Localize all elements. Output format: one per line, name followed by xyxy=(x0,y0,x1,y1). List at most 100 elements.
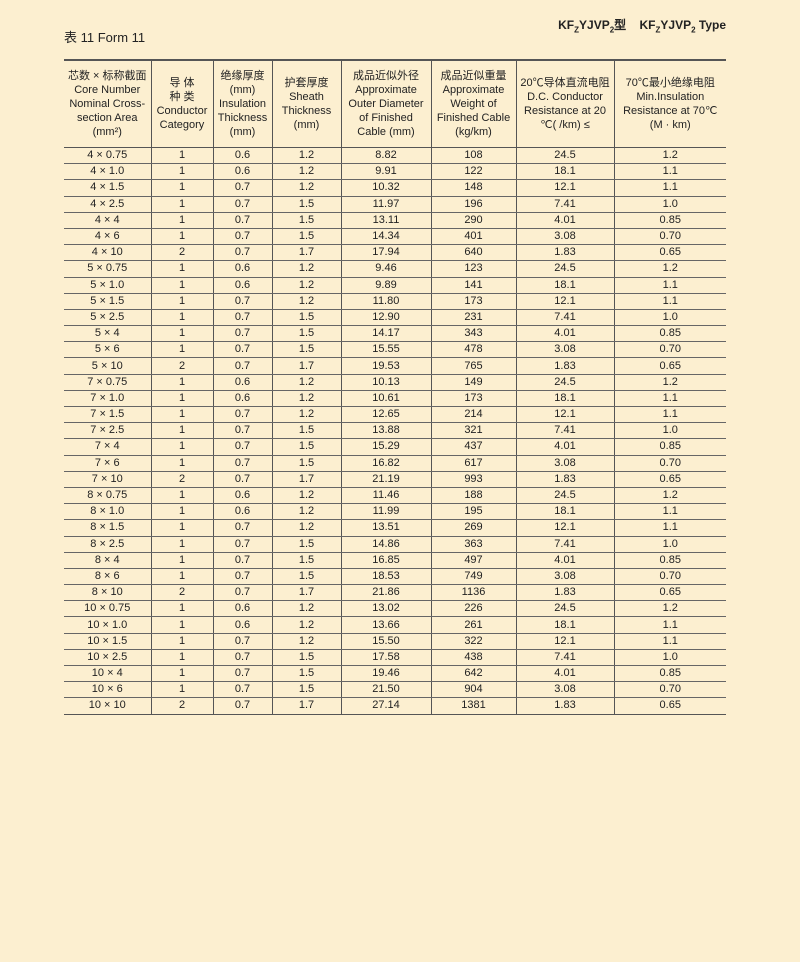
cell-sheath-thickness: 1.2 xyxy=(271,179,341,197)
cell-insulation-thickness: 0.7 xyxy=(212,293,272,310)
cell-conductor-category: 1 xyxy=(150,277,213,294)
cell-insulation-thickness: 0.7 xyxy=(212,649,272,667)
cell-insulation-resistance: 1.1 xyxy=(613,633,726,650)
table-row: 4 × 4 1 0.7 1.5 13.11 290 4.01 0.85 xyxy=(64,212,726,229)
cell-insulation-thickness: 0.7 xyxy=(212,519,272,537)
cell-core-area: 8 × 2.5 xyxy=(64,536,151,553)
cell-insulation-thickness: 0.6 xyxy=(212,147,272,165)
cell-insulation-resistance: 1.0 xyxy=(613,196,726,213)
cell-sheath-thickness: 1.2 xyxy=(271,503,341,521)
cell-insulation-resistance: 0.65 xyxy=(613,244,726,262)
table-row: 5 × 2.5 1 0.7 1.5 12.90 231 7.41 1.0 xyxy=(64,309,726,327)
cell-sheath-thickness: 1.2 xyxy=(271,406,341,424)
cell-core-area: 10 × 4 xyxy=(64,665,151,683)
cell-outer-diameter: 11.80 xyxy=(340,293,431,310)
cell-weight: 749 xyxy=(430,568,516,586)
cell-weight: 195 xyxy=(430,503,516,521)
cell-sheath-thickness: 1.2 xyxy=(271,163,341,181)
table-row: 4 × 6 1 0.7 1.5 14.34 401 3.08 0.70 xyxy=(64,228,726,246)
cell-insulation-thickness: 0.6 xyxy=(212,487,272,505)
cell-conductor-category: 1 xyxy=(150,406,213,424)
table-row: 8 × 4 1 0.7 1.5 16.85 497 4.01 0.85 xyxy=(64,552,726,569)
cell-conductor-category: 1 xyxy=(150,179,213,197)
cell-weight: 993 xyxy=(430,471,516,488)
cell-outer-diameter: 10.61 xyxy=(340,390,431,408)
cell-weight: 290 xyxy=(430,212,516,229)
cell-dc-resistance: 4.01 xyxy=(515,212,614,229)
cell-sheath-thickness: 1.5 xyxy=(271,325,341,343)
cell-weight: 122 xyxy=(430,163,516,181)
cell-sheath-thickness: 1.2 xyxy=(271,600,341,618)
cell-weight: 478 xyxy=(430,341,516,359)
cell-dc-resistance: 24.5 xyxy=(515,147,614,165)
cell-conductor-category: 1 xyxy=(150,422,213,440)
cell-insulation-thickness: 0.7 xyxy=(212,422,272,440)
cell-insulation-thickness: 0.7 xyxy=(212,584,272,602)
cell-core-area: 8 × 1.5 xyxy=(64,519,151,537)
table-row: 7 × 2.5 1 0.7 1.5 13.88 321 7.41 1.0 xyxy=(64,422,726,440)
cell-sheath-thickness: 1.5 xyxy=(271,665,341,683)
cell-outer-diameter: 19.53 xyxy=(340,357,431,375)
cell-conductor-category: 1 xyxy=(150,212,213,229)
table-row: 8 × 10 2 0.7 1.7 21.86 1136 1.83 0.65 xyxy=(64,584,726,602)
cell-outer-diameter: 21.86 xyxy=(340,584,431,602)
cell-insulation-thickness: 0.6 xyxy=(212,163,272,181)
cell-weight: 438 xyxy=(430,649,516,667)
cell-weight: 343 xyxy=(430,325,516,343)
cell-sheath-thickness: 1.7 xyxy=(271,244,341,262)
cell-conductor-category: 1 xyxy=(150,309,213,327)
cell-conductor-category: 1 xyxy=(150,260,213,278)
cell-weight: 363 xyxy=(430,536,516,553)
cell-conductor-category: 1 xyxy=(150,552,213,569)
cell-weight: 904 xyxy=(430,681,516,699)
table-row: 8 × 2.5 1 0.7 1.5 14.86 363 7.41 1.0 xyxy=(64,536,726,553)
cell-sheath-thickness: 1.5 xyxy=(271,649,341,667)
cell-outer-diameter: 16.82 xyxy=(340,455,431,472)
cell-weight: 640 xyxy=(430,244,516,262)
cell-dc-resistance: 12.1 xyxy=(515,406,614,424)
cell-outer-diameter: 9.89 xyxy=(340,277,431,294)
cell-insulation-thickness: 0.6 xyxy=(212,390,272,408)
cell-core-area: 10 × 0.75 xyxy=(64,600,151,618)
cell-weight: 322 xyxy=(430,633,516,650)
cell-outer-diameter: 15.50 xyxy=(340,633,431,650)
cell-insulation-thickness: 0.7 xyxy=(212,406,272,424)
cell-core-area: 7 × 1.5 xyxy=(64,406,151,424)
cell-weight: 642 xyxy=(430,665,516,683)
table-row: 8 × 1.5 1 0.7 1.2 13.51 269 12.1 1.1 xyxy=(64,519,726,537)
cell-insulation-thickness: 0.7 xyxy=(212,471,272,488)
cell-outer-diameter: 9.46 xyxy=(340,260,431,278)
table-row: 4 × 10 2 0.7 1.7 17.94 640 1.83 0.65 xyxy=(64,244,726,262)
column-header-core-area: 芯数 × 标称截面 Core Number Nominal Cross- sec… xyxy=(64,60,151,148)
cell-sheath-thickness: 1.5 xyxy=(271,228,341,246)
cell-sheath-thickness: 1.2 xyxy=(271,616,341,634)
cell-outer-diameter: 14.86 xyxy=(340,536,431,553)
cell-core-area: 5 × 2.5 xyxy=(64,309,151,327)
cell-core-area: 5 × 0.75 xyxy=(64,260,151,278)
cell-core-area: 7 × 10 xyxy=(64,471,151,488)
cell-core-area: 5 × 4 xyxy=(64,325,151,343)
table-row: 8 × 1.0 1 0.6 1.2 11.99 195 18.1 1.1 xyxy=(64,503,726,521)
cell-insulation-resistance: 1.0 xyxy=(613,649,726,667)
cell-weight: 401 xyxy=(430,228,516,246)
cell-core-area: 7 × 4 xyxy=(64,438,151,456)
cell-insulation-resistance: 1.1 xyxy=(613,179,726,197)
cell-weight: 1136 xyxy=(430,584,516,602)
cell-outer-diameter: 17.58 xyxy=(340,649,431,667)
cell-sheath-thickness: 1.2 xyxy=(271,293,341,310)
cell-dc-resistance: 12.1 xyxy=(515,519,614,537)
cell-insulation-resistance: 1.1 xyxy=(613,277,726,294)
cell-insulation-thickness: 0.7 xyxy=(212,455,272,472)
cell-insulation-resistance: 1.2 xyxy=(613,600,726,618)
cell-dc-resistance: 18.1 xyxy=(515,503,614,521)
cell-sheath-thickness: 1.5 xyxy=(271,455,341,472)
cell-insulation-thickness: 0.7 xyxy=(212,228,272,246)
cell-weight: 149 xyxy=(430,374,516,391)
table-row: 5 × 6 1 0.7 1.5 15.55 478 3.08 0.70 xyxy=(64,341,726,359)
cell-core-area: 7 × 1.0 xyxy=(64,390,151,408)
cell-core-area: 4 × 6 xyxy=(64,228,151,246)
cell-dc-resistance: 3.08 xyxy=(515,681,614,699)
cell-dc-resistance: 4.01 xyxy=(515,438,614,456)
cell-conductor-category: 1 xyxy=(150,438,213,456)
cell-insulation-thickness: 0.7 xyxy=(212,179,272,197)
